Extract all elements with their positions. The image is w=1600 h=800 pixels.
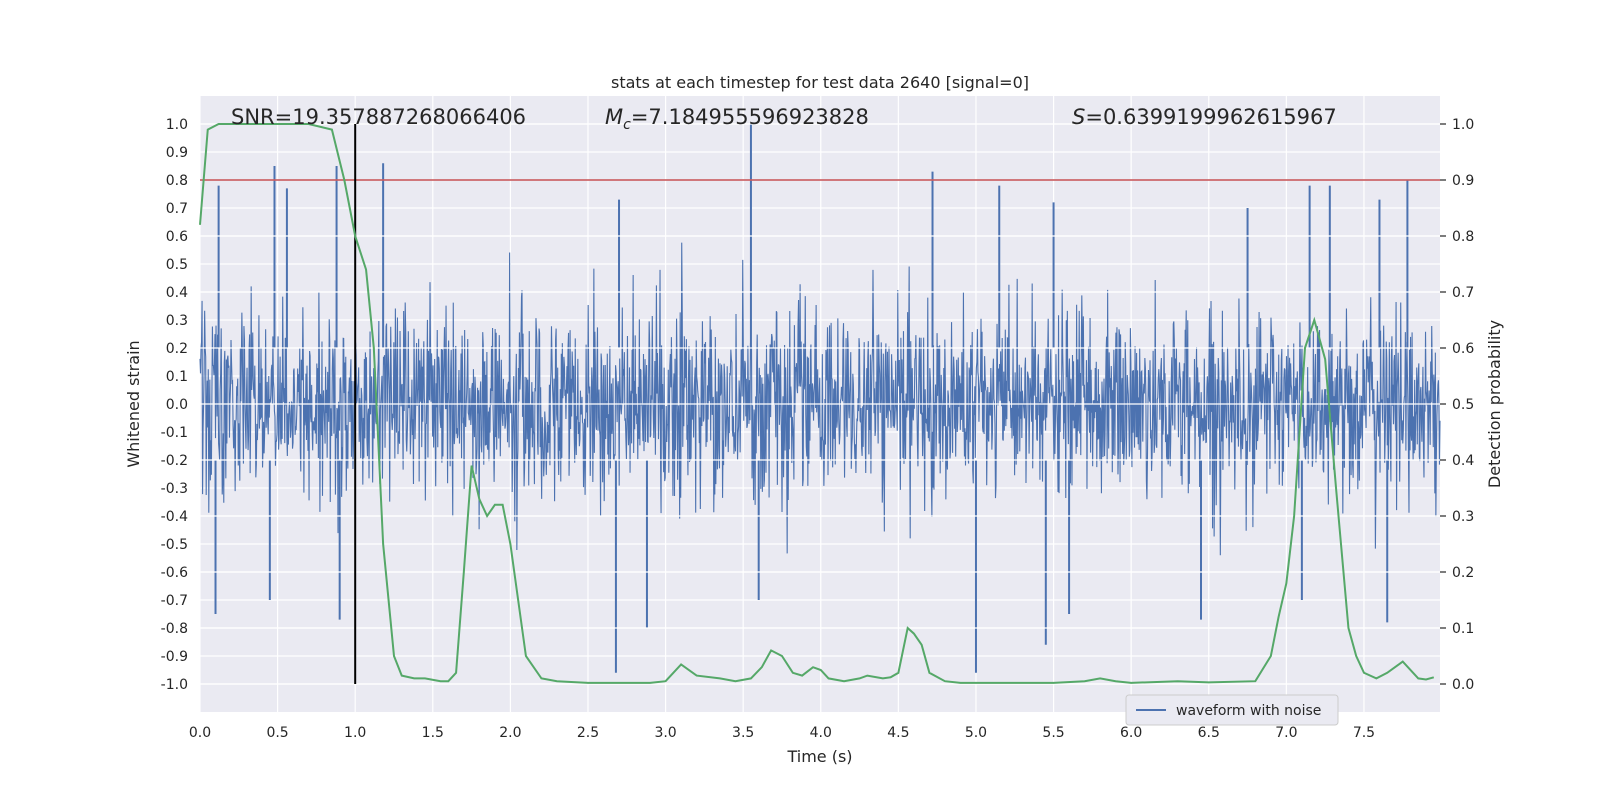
y-tick-label-18: 0.8 — [166, 173, 188, 189]
y2-tick-label-0: 0.0 — [1452, 677, 1474, 693]
x-tick-label-8: 4.0 — [810, 725, 832, 741]
y2-tick-label-2: 0.2 — [1452, 565, 1474, 581]
y2-tick-label-6: 0.6 — [1452, 341, 1474, 357]
y-tick-label-19: 0.9 — [166, 145, 188, 161]
y-tick-label-0: -1.0 — [161, 677, 188, 693]
x-tick-label-1: 0.5 — [266, 725, 288, 741]
y-tick-label-6: -0.4 — [161, 509, 188, 525]
x-tick-label-9: 4.5 — [887, 725, 909, 741]
y-tick-label-13: 0.3 — [166, 313, 188, 329]
x-tick-label-0: 0.0 — [189, 725, 211, 741]
legend: waveform with noise — [1125, 694, 1339, 726]
waveform-series — [199, 124, 1441, 673]
x-axis-label: Time (s) — [786, 747, 852, 766]
chirp-mass-annotation: Mc=7.184955596923828 — [605, 105, 869, 133]
y2-tick-label-1: 0.1 — [1452, 621, 1474, 637]
y-tick-labels: -1.0 -0.9 -0.8 -0.7 -0.6 -0.5 -0.4 -0.3 -0.2 -0.1… — [161, 117, 188, 693]
y-tick-label-2: -0.8 — [161, 621, 188, 637]
x-tick-label-15: 7.5 — [1353, 725, 1375, 741]
x-tick-label-4: 2.0 — [499, 725, 521, 741]
score-value: =0.6399199962615967 — [1085, 105, 1336, 129]
detection-probability-line — [199, 123, 1435, 684]
y2-tick-label-5: 0.5 — [1452, 397, 1474, 413]
waveform-trace — [199, 242, 1441, 556]
legend-box — [1125, 694, 1339, 726]
x-tick-label-13: 6.5 — [1198, 725, 1220, 741]
x-tick-label-14: 7.0 — [1275, 725, 1297, 741]
x-tick-labels: 0.0 0.5 1.0 1.5 2.0 2.5 3.0 3.5 4.0 4.5 5.0 5.5 6.0 6… — [189, 725, 1375, 741]
y-axis-label: Whitened strain — [124, 340, 143, 467]
chirp-mass-symbol: M — [605, 105, 623, 129]
y-tick-label-9: -0.1 — [161, 425, 188, 441]
y2-tick-label-9: 0.9 — [1452, 173, 1474, 189]
y-tick-label-11: 0.1 — [166, 369, 188, 385]
y-tick-label-12: 0.2 — [166, 341, 188, 357]
y-tick-label-3: -0.7 — [161, 593, 188, 609]
y2-tick-label-7: 0.7 — [1452, 285, 1474, 301]
score-symbol: S — [1072, 105, 1085, 129]
chart-title: stats at each timestep for test data 264… — [611, 73, 1029, 92]
y2-tick-label-10: 1.0 — [1452, 117, 1474, 133]
y-tick-label-7: -0.3 — [161, 481, 188, 497]
y-tick-label-20: 1.0 — [166, 117, 188, 133]
x-tick-label-5: 2.5 — [577, 725, 599, 741]
chirp-mass-subscript: c — [623, 117, 631, 133]
x-tick-label-6: 3.0 — [654, 725, 676, 741]
y-tick-label-8: -0.2 — [161, 453, 188, 469]
x-tick-label-12: 6.0 — [1120, 725, 1142, 741]
y-tick-label-15: 0.5 — [166, 257, 188, 273]
y2-axis-label: Detection probability — [1485, 320, 1504, 488]
chirp-mass-value: =7.184955596923828 — [631, 105, 869, 129]
snr-annotation: SNR=19.357887268066406 — [231, 105, 526, 129]
x-tick-label-2: 1.0 — [344, 725, 366, 741]
score-annotation: S=0.6399199962615967 — [1072, 105, 1337, 129]
y2-tick-label-4: 0.4 — [1452, 453, 1474, 469]
y-tick-label-5: -0.5 — [161, 537, 188, 553]
y2-tick-label-8: 0.8 — [1452, 229, 1474, 245]
y2-tick-label-3: 0.3 — [1452, 509, 1474, 525]
y2-tick-labels: 0.0 0.1 0.2 0.3 0.4 0.5 0.6 0.7 0.8 0.9 1.0 — [1440, 117, 1474, 693]
y-tick-label-1: -0.9 — [161, 649, 188, 665]
legend-label: waveform with noise — [1176, 703, 1321, 719]
x-tick-label-11: 5.5 — [1042, 725, 1064, 741]
y-tick-label-4: -0.6 — [161, 565, 188, 581]
x-tick-label-10: 5.0 — [965, 725, 987, 741]
y-tick-label-14: 0.4 — [166, 285, 188, 301]
y-tick-label-10: 0.0 — [166, 397, 188, 413]
y-tick-label-17: 0.7 — [166, 201, 188, 217]
x-tick-label-3: 1.5 — [422, 725, 444, 741]
y-tick-label-16: 0.6 — [166, 229, 188, 245]
x-tick-label-7: 3.5 — [732, 725, 754, 741]
